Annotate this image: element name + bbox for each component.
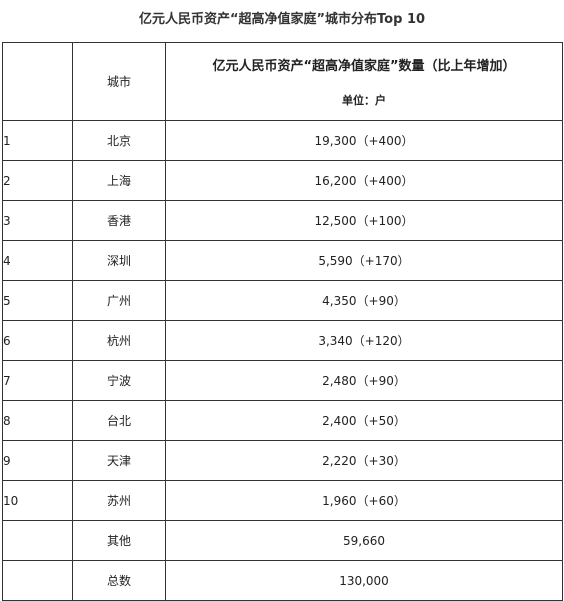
city-cell: 上海 [72, 160, 166, 201]
city-cell: 香港 [72, 200, 166, 241]
value-cell: 5,590（+170） [165, 240, 563, 281]
value-cell: 12,500（+100） [165, 200, 563, 241]
city-cell: 广州 [72, 280, 166, 321]
header-rank [2, 42, 73, 121]
rank-cell: 8 [2, 400, 73, 441]
rank-cell: 4 [2, 240, 73, 281]
rank-cell: 1 [2, 120, 73, 161]
table-row: 2 上海 16,200（+400） [2, 160, 563, 201]
value-cell: 59,660 [165, 520, 563, 561]
city-distribution-table: 城市 亿元人民币资产“超高净值家庭”数量（比上年增加） 单位：户 1 北京 19… [2, 42, 563, 601]
city-cell: 台北 [72, 400, 166, 441]
rank-cell: 5 [2, 280, 73, 321]
table-row: 9 天津 2,220（+30） [2, 440, 563, 481]
value-cell: 2,480（+90） [165, 360, 563, 401]
rank-cell [2, 520, 73, 561]
table-row-others: 其他 59,660 [2, 520, 563, 561]
rank-cell: 2 [2, 160, 73, 201]
city-cell: 宁波 [72, 360, 166, 401]
table-row: 3 香港 12,500（+100） [2, 200, 563, 241]
header-value-title: 亿元人民币资产“超高净值家庭”数量（比上年增加） [212, 59, 516, 74]
table-row: 5 广州 4,350（+90） [2, 280, 563, 321]
table-header-row: 城市 亿元人民币资产“超高净值家庭”数量（比上年增加） 单位：户 [2, 42, 563, 121]
city-cell: 北京 [72, 120, 166, 161]
header-value-unit: 单位：户 [342, 94, 386, 107]
table-title: 亿元人民币资产“超高净值家庭”城市分布Top 10 [138, 12, 426, 27]
value-cell: 19,300（+400） [165, 120, 563, 161]
value-cell: 2,400（+50） [165, 400, 563, 441]
table-row: 1 北京 19,300（+400） [2, 120, 563, 161]
city-cell: 杭州 [72, 320, 166, 361]
table-row: 4 深圳 5,590（+170） [2, 240, 563, 281]
value-cell: 16,200（+400） [165, 160, 563, 201]
table-row-total: 总数 130,000 [2, 560, 563, 601]
city-cell: 深圳 [72, 240, 166, 281]
rank-cell: 6 [2, 320, 73, 361]
table-row: 10 苏州 1,960（+60） [2, 480, 563, 521]
city-cell: 天津 [72, 440, 166, 481]
header-value: 亿元人民币资产“超高净值家庭”数量（比上年增加） 单位：户 [165, 42, 563, 121]
value-cell: 1,960（+60） [165, 480, 563, 521]
value-cell: 4,350（+90） [165, 280, 563, 321]
city-cell: 总数 [72, 560, 166, 601]
city-cell: 苏州 [72, 480, 166, 521]
value-cell: 3,340（+120） [165, 320, 563, 361]
table-row: 8 台北 2,400（+50） [2, 400, 563, 441]
value-cell: 2,220（+30） [165, 440, 563, 481]
rank-cell: 9 [2, 440, 73, 481]
table-row: 6 杭州 3,340（+120） [2, 320, 563, 361]
city-cell: 其他 [72, 520, 166, 561]
value-cell: 130,000 [165, 560, 563, 601]
rank-cell: 7 [2, 360, 73, 401]
header-city: 城市 [72, 42, 166, 121]
rank-cell: 3 [2, 200, 73, 241]
rank-cell [2, 560, 73, 601]
rank-cell: 10 [2, 480, 73, 521]
table-row: 7 宁波 2,480（+90） [2, 360, 563, 401]
